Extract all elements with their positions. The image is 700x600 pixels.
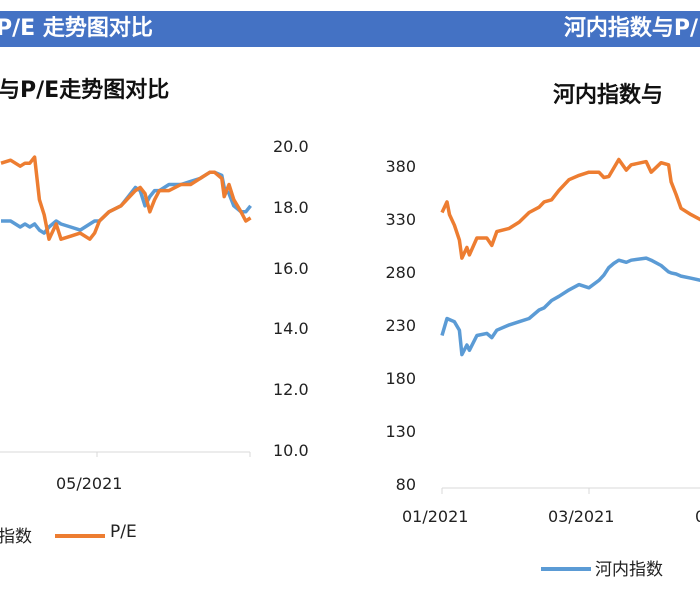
right-x-tick-label: 03/2021 bbox=[548, 507, 615, 526]
left-x-tick-label: 05/2021 bbox=[56, 474, 123, 493]
right-y-tick-label: 280 bbox=[385, 263, 416, 282]
right-y-tick-label: 180 bbox=[385, 369, 416, 388]
left-y2-tick-label: 16.0 bbox=[273, 258, 309, 278]
right-chart-title: 河内指数与 bbox=[553, 83, 664, 108]
left-y2-tick-label: 12.0 bbox=[273, 380, 309, 400]
right-y-tick-label: 380 bbox=[385, 157, 416, 176]
right-x-tick-label-partial: 0 bbox=[695, 507, 700, 526]
header-band-left bbox=[0, 11, 352, 47]
left-y2-tick-label: 20.0 bbox=[273, 137, 309, 156]
right-legend-index-label: 河内指数 bbox=[595, 560, 663, 580]
header-left-title: P/E 走势图对比 bbox=[0, 16, 153, 41]
left-y2-tick-label: 18.0 bbox=[273, 197, 309, 217]
header-band-right bbox=[352, 11, 700, 47]
right-legend-index-swatch bbox=[541, 567, 591, 571]
left-legend-pe-swatch bbox=[55, 534, 105, 538]
left-index-series-line bbox=[1, 170, 252, 235]
right-y-tick-label: 130 bbox=[385, 422, 416, 441]
left-legend-pe-label: P/E bbox=[110, 522, 137, 542]
left-y2-tick-label: 10.0 bbox=[273, 441, 309, 460]
left-legend-index-label: 指数 bbox=[0, 527, 32, 547]
right-index-series-line bbox=[440, 256, 700, 357]
right-y-tick-label: 80 bbox=[395, 475, 416, 494]
right-x-tick-label: 01/2021 bbox=[402, 507, 469, 526]
right-y-tick-label: 230 bbox=[385, 316, 416, 335]
left-y2-tick-label: 14.0 bbox=[273, 319, 309, 339]
left-pe-series-line bbox=[0, 155, 252, 241]
left-chart-title: 与P/E走势图对比 bbox=[0, 78, 170, 103]
right-y-tick-label: 330 bbox=[385, 210, 416, 229]
right-pe-series-line bbox=[440, 157, 700, 260]
header-right-title: 河内指数与P/ bbox=[563, 16, 698, 41]
